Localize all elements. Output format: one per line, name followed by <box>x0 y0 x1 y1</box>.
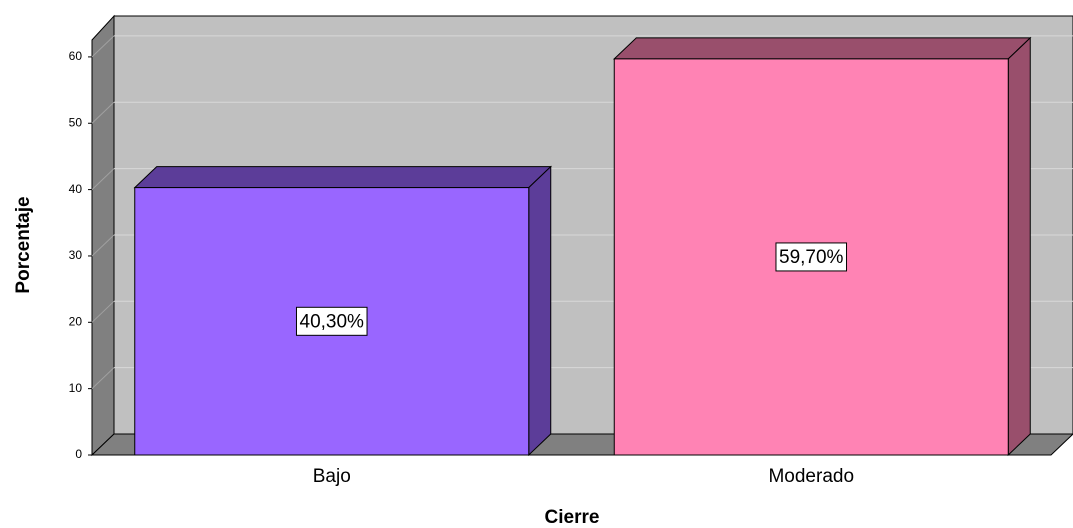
value-label: 59,70% <box>779 247 844 268</box>
value-label-box <box>295 306 368 336</box>
y-tick-label: 50 <box>69 115 83 129</box>
bar-side <box>1007 36 1031 457</box>
y-tick-label: 10 <box>69 381 83 395</box>
value-label: 40,30% <box>300 311 365 332</box>
value-label-box <box>775 242 848 272</box>
bar-top <box>613 37 1032 60</box>
y-tick-label: 40 <box>69 182 83 196</box>
grid-line <box>91 234 115 257</box>
y-tick-label: 30 <box>69 248 83 262</box>
left-wall <box>91 14 115 457</box>
y-tick-label: 0 <box>75 447 82 461</box>
grid-line <box>91 101 115 124</box>
y-axis-title: Porcentaje <box>13 196 34 293</box>
bar-top <box>133 166 552 189</box>
x-tick-label: Moderado <box>768 466 854 487</box>
grid-line <box>91 367 115 390</box>
bar-side <box>528 165 552 457</box>
x-axis-title: Cierre <box>545 507 600 528</box>
grid-line <box>91 300 115 323</box>
y-tick-label: 60 <box>69 49 83 63</box>
y-tick-label: 20 <box>69 314 83 328</box>
x-tick-label: Bajo <box>313 466 351 487</box>
grid-line <box>91 35 115 58</box>
grid-line <box>91 168 115 190</box>
